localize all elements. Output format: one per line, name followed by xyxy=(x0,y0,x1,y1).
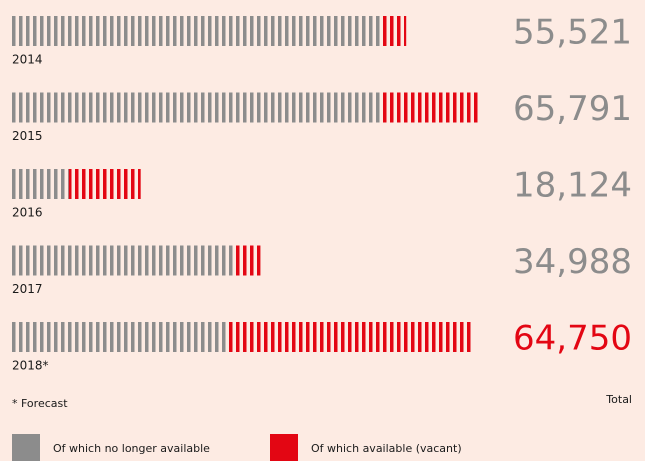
bar-segment xyxy=(381,92,480,123)
year-label: 2016 xyxy=(12,206,43,220)
bar-segment xyxy=(12,169,69,199)
legend-swatch xyxy=(12,434,40,461)
legend-label: Of which no longer available xyxy=(53,442,210,455)
legend-label: Of which available (vacant) xyxy=(311,442,462,455)
total-label: 34,988 xyxy=(513,242,632,282)
bar-segment xyxy=(12,92,382,123)
year-label: 2014 xyxy=(12,53,43,67)
bar-segment xyxy=(12,322,229,352)
year-label: 2018* xyxy=(12,359,49,373)
total-label: 18,124 xyxy=(513,166,632,206)
bar-segment xyxy=(228,322,472,352)
bar-segment xyxy=(12,245,236,276)
legend-swatch xyxy=(270,434,298,461)
year-label: 2017 xyxy=(12,282,43,296)
total-label: 65,791 xyxy=(513,89,632,129)
year-label: 2015 xyxy=(12,129,43,143)
bar-segment xyxy=(68,169,141,199)
bar-segment xyxy=(12,16,382,46)
bar-segment xyxy=(235,245,261,276)
bar-segment xyxy=(381,16,407,46)
footnote: * Forecast xyxy=(12,397,68,410)
total-header: Total xyxy=(605,393,632,406)
total-label: 64,750 xyxy=(513,319,632,359)
total-label: 55,521 xyxy=(513,13,632,53)
